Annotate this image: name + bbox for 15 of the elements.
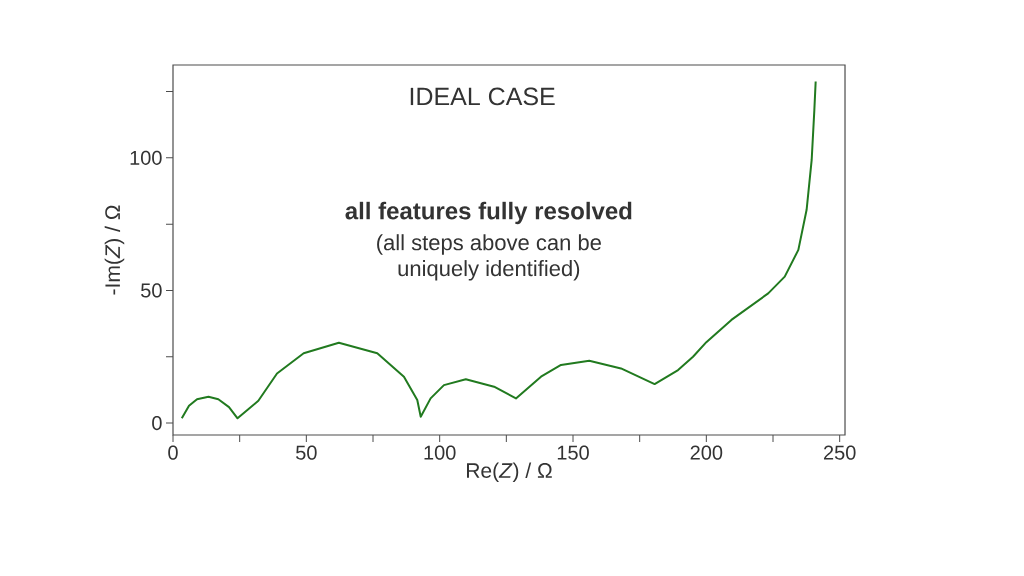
line-series (180, 80, 817, 420)
y-tick-label: 0 (152, 415, 162, 431)
x-tick-label: 0 (168, 445, 178, 460)
x-tick-label: 50 (296, 445, 317, 460)
y-tick-label: 100 (130, 150, 162, 165)
y-tick-label: 50 (141, 283, 162, 298)
x-axis-title: Re(Z) / Ω (467, 462, 552, 483)
annotation: uniquely identified) (398, 260, 580, 281)
x-tick-label: 100 (424, 445, 456, 460)
annotation: all features fully resolved (345, 201, 632, 225)
x-tick-label: 200 (690, 445, 723, 460)
x-tick-label: 150 (557, 445, 589, 460)
x-tick-label: 250 (823, 445, 856, 460)
annotation: (all steps above can be (377, 234, 601, 255)
text: IDEAL CASE (410, 87, 555, 106)
